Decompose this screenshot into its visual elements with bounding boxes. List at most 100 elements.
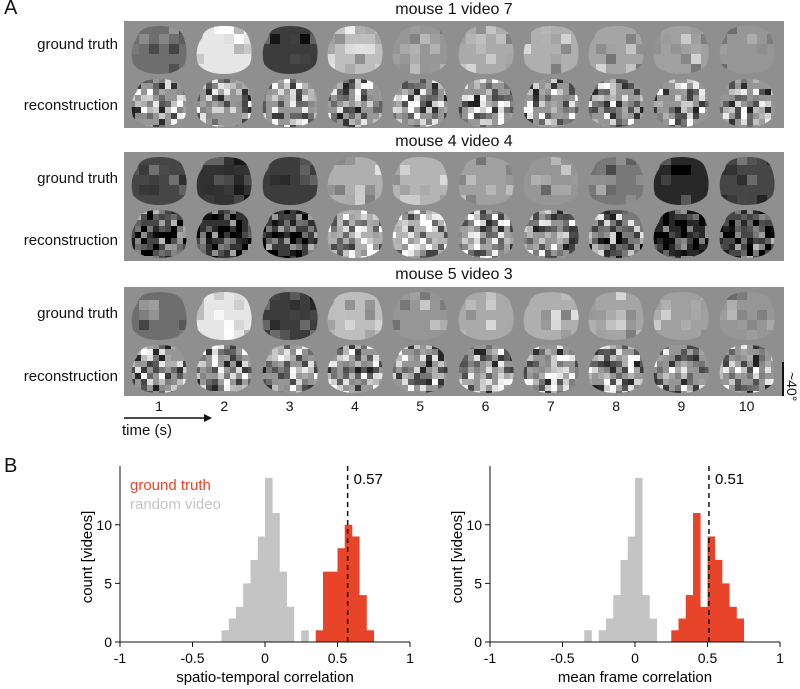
reconstruction-frame-2-5 — [392, 210, 448, 258]
block-3-title: mouse 5 video 3 — [395, 266, 513, 283]
x-axis-label: spatio-temporal correlation — [176, 669, 354, 686]
x-tick-label-3: 0.5 — [698, 650, 718, 666]
bar-ground-truth-0 — [315, 630, 324, 642]
y-tick-label-2: 10 — [96, 517, 112, 533]
y-tick-label-0: 0 — [474, 634, 482, 650]
reconstruction-frame-1-7 — [523, 79, 579, 127]
ground-truth-frame-3-9 — [654, 292, 709, 340]
bar-ground-truth-7 — [722, 583, 730, 642]
x-tick-label-4: 1 — [776, 650, 784, 666]
y-tick-label-1: 5 — [104, 575, 112, 591]
bar-ground-truth-7 — [366, 630, 375, 642]
reconstruction-frame-1-9 — [654, 79, 709, 127]
reconstruction-frame-2-4 — [327, 210, 383, 258]
y-tick-label-2: 10 — [466, 517, 482, 533]
x-tick-label-0: -1 — [114, 650, 127, 666]
time-arrow — [124, 414, 212, 422]
ground-truth-frame-3-7 — [523, 292, 579, 340]
block-3-row-ground-truth: ground truth — [37, 305, 118, 322]
ground-truth-frame-1-6 — [458, 26, 514, 74]
panel-label-b: B — [4, 455, 18, 477]
reconstruction-frame-1-5 — [392, 79, 448, 127]
reconstruction-frame-2-1 — [131, 210, 187, 258]
reconstruction-frame-2-6 — [458, 210, 514, 258]
ground-truth-frame-3-2 — [196, 292, 252, 340]
reconstruction-frame-1-2 — [196, 79, 252, 127]
x-tick-label-2: 0 — [631, 650, 639, 666]
frame-tick-6: 6 — [481, 398, 490, 414]
block-3-row-reconstruction: reconstruction — [23, 368, 118, 385]
bar-random-video-10 — [301, 630, 309, 642]
reconstruction-frame-2-2 — [196, 210, 252, 258]
x-tick-label-2: 0 — [261, 650, 269, 666]
reconstruction-frame-1-8 — [588, 79, 644, 127]
bar-ground-truth-2 — [330, 571, 338, 642]
ground-truth-frame-3-4 — [327, 292, 383, 340]
ground-truth-frame-2-2 — [196, 157, 252, 205]
reconstruction-frame-2-3 — [262, 210, 318, 258]
frame-tick-5: 5 — [416, 398, 425, 414]
bar-random-video-0 — [584, 630, 592, 642]
reconstruction-frame-1-3 — [262, 79, 318, 127]
block-1-title: mouse 1 video 7 — [395, 1, 513, 18]
reconstruction-frame-1-1 — [131, 79, 187, 127]
reconstruction-frame-2-9 — [654, 210, 709, 258]
bar-random-video-2 — [236, 606, 244, 642]
bar-ground-truth-4 — [700, 606, 708, 642]
reconstruction-frame-1-10 — [719, 79, 775, 127]
reconstruction-frame-1-4 — [327, 79, 383, 127]
reconstruction-frame-3-4 — [327, 345, 383, 393]
block-2-frame-strip — [124, 152, 784, 261]
ground-truth-frame-1-7 — [523, 26, 579, 74]
bar-random-video-4 — [620, 559, 629, 642]
reconstruction-frame-2-7 — [523, 210, 579, 258]
block-2-row-ground-truth: ground truth — [37, 170, 118, 187]
ground-truth-frame-2-9 — [654, 157, 709, 205]
bar-random-video-3 — [613, 595, 621, 642]
block-1-row-reconstruction: reconstruction — [23, 97, 118, 114]
bar-random-video-1 — [228, 618, 237, 642]
reconstruction-frame-3-6 — [458, 345, 514, 393]
ground-truth-frame-3-8 — [588, 292, 644, 340]
x-tick-label-3: 0.5 — [328, 650, 348, 666]
ground-truth-frame-2-1 — [131, 157, 187, 205]
x-tick-label-4: 1 — [406, 650, 414, 666]
bar-random-video-5 — [627, 536, 636, 642]
reconstruction-frame-3-1 — [131, 345, 187, 393]
panel-label-a: A — [4, 0, 18, 19]
reconstruction-frame-3-9 — [654, 345, 709, 393]
block-1-frame-strip — [124, 21, 784, 128]
bar-random-video-6 — [635, 477, 643, 642]
bar-random-video-2 — [606, 618, 614, 642]
bar-ground-truth-8 — [729, 606, 737, 642]
ground-truth-frame-2-4 — [327, 157, 383, 205]
bar-random-video-8 — [279, 571, 288, 642]
reference-line-label: 0.57 — [354, 471, 383, 488]
ground-truth-frame-1-5 — [392, 26, 448, 74]
bar-random-video-0 — [221, 630, 230, 642]
frame-tick-8: 8 — [612, 398, 620, 414]
bar-random-video-8 — [649, 618, 658, 642]
block-2-row-reconstruction: reconstruction — [23, 232, 118, 249]
ground-truth-frame-1-3 — [262, 26, 318, 74]
ground-truth-frame-1-4 — [327, 26, 383, 74]
bar-random-video-5 — [257, 536, 266, 642]
reconstruction-frame-3-7 — [523, 345, 579, 393]
reconstruction-frame-3-8 — [588, 345, 644, 393]
x-tick-label-0: -1 — [484, 650, 497, 666]
bar-random-video-4 — [250, 559, 259, 642]
bar-random-video-9 — [286, 606, 295, 642]
bar-random-video-6 — [265, 477, 273, 642]
block-3-frame-strip — [124, 287, 784, 396]
x-tick-label-1: -0.5 — [180, 650, 204, 666]
bar-ground-truth-5 — [707, 536, 716, 642]
x-tick-label-1: -0.5 — [550, 650, 574, 666]
bar-random-video-1 — [598, 630, 607, 642]
ground-truth-frame-3-5 — [392, 292, 448, 340]
reconstruction-frame-3-3 — [262, 345, 318, 393]
x-axis-label: mean frame correlation — [558, 669, 712, 686]
frame-tick-7: 7 — [546, 398, 555, 414]
ground-truth-frame-3-6 — [458, 292, 514, 340]
bar-ground-truth-6 — [714, 559, 723, 642]
